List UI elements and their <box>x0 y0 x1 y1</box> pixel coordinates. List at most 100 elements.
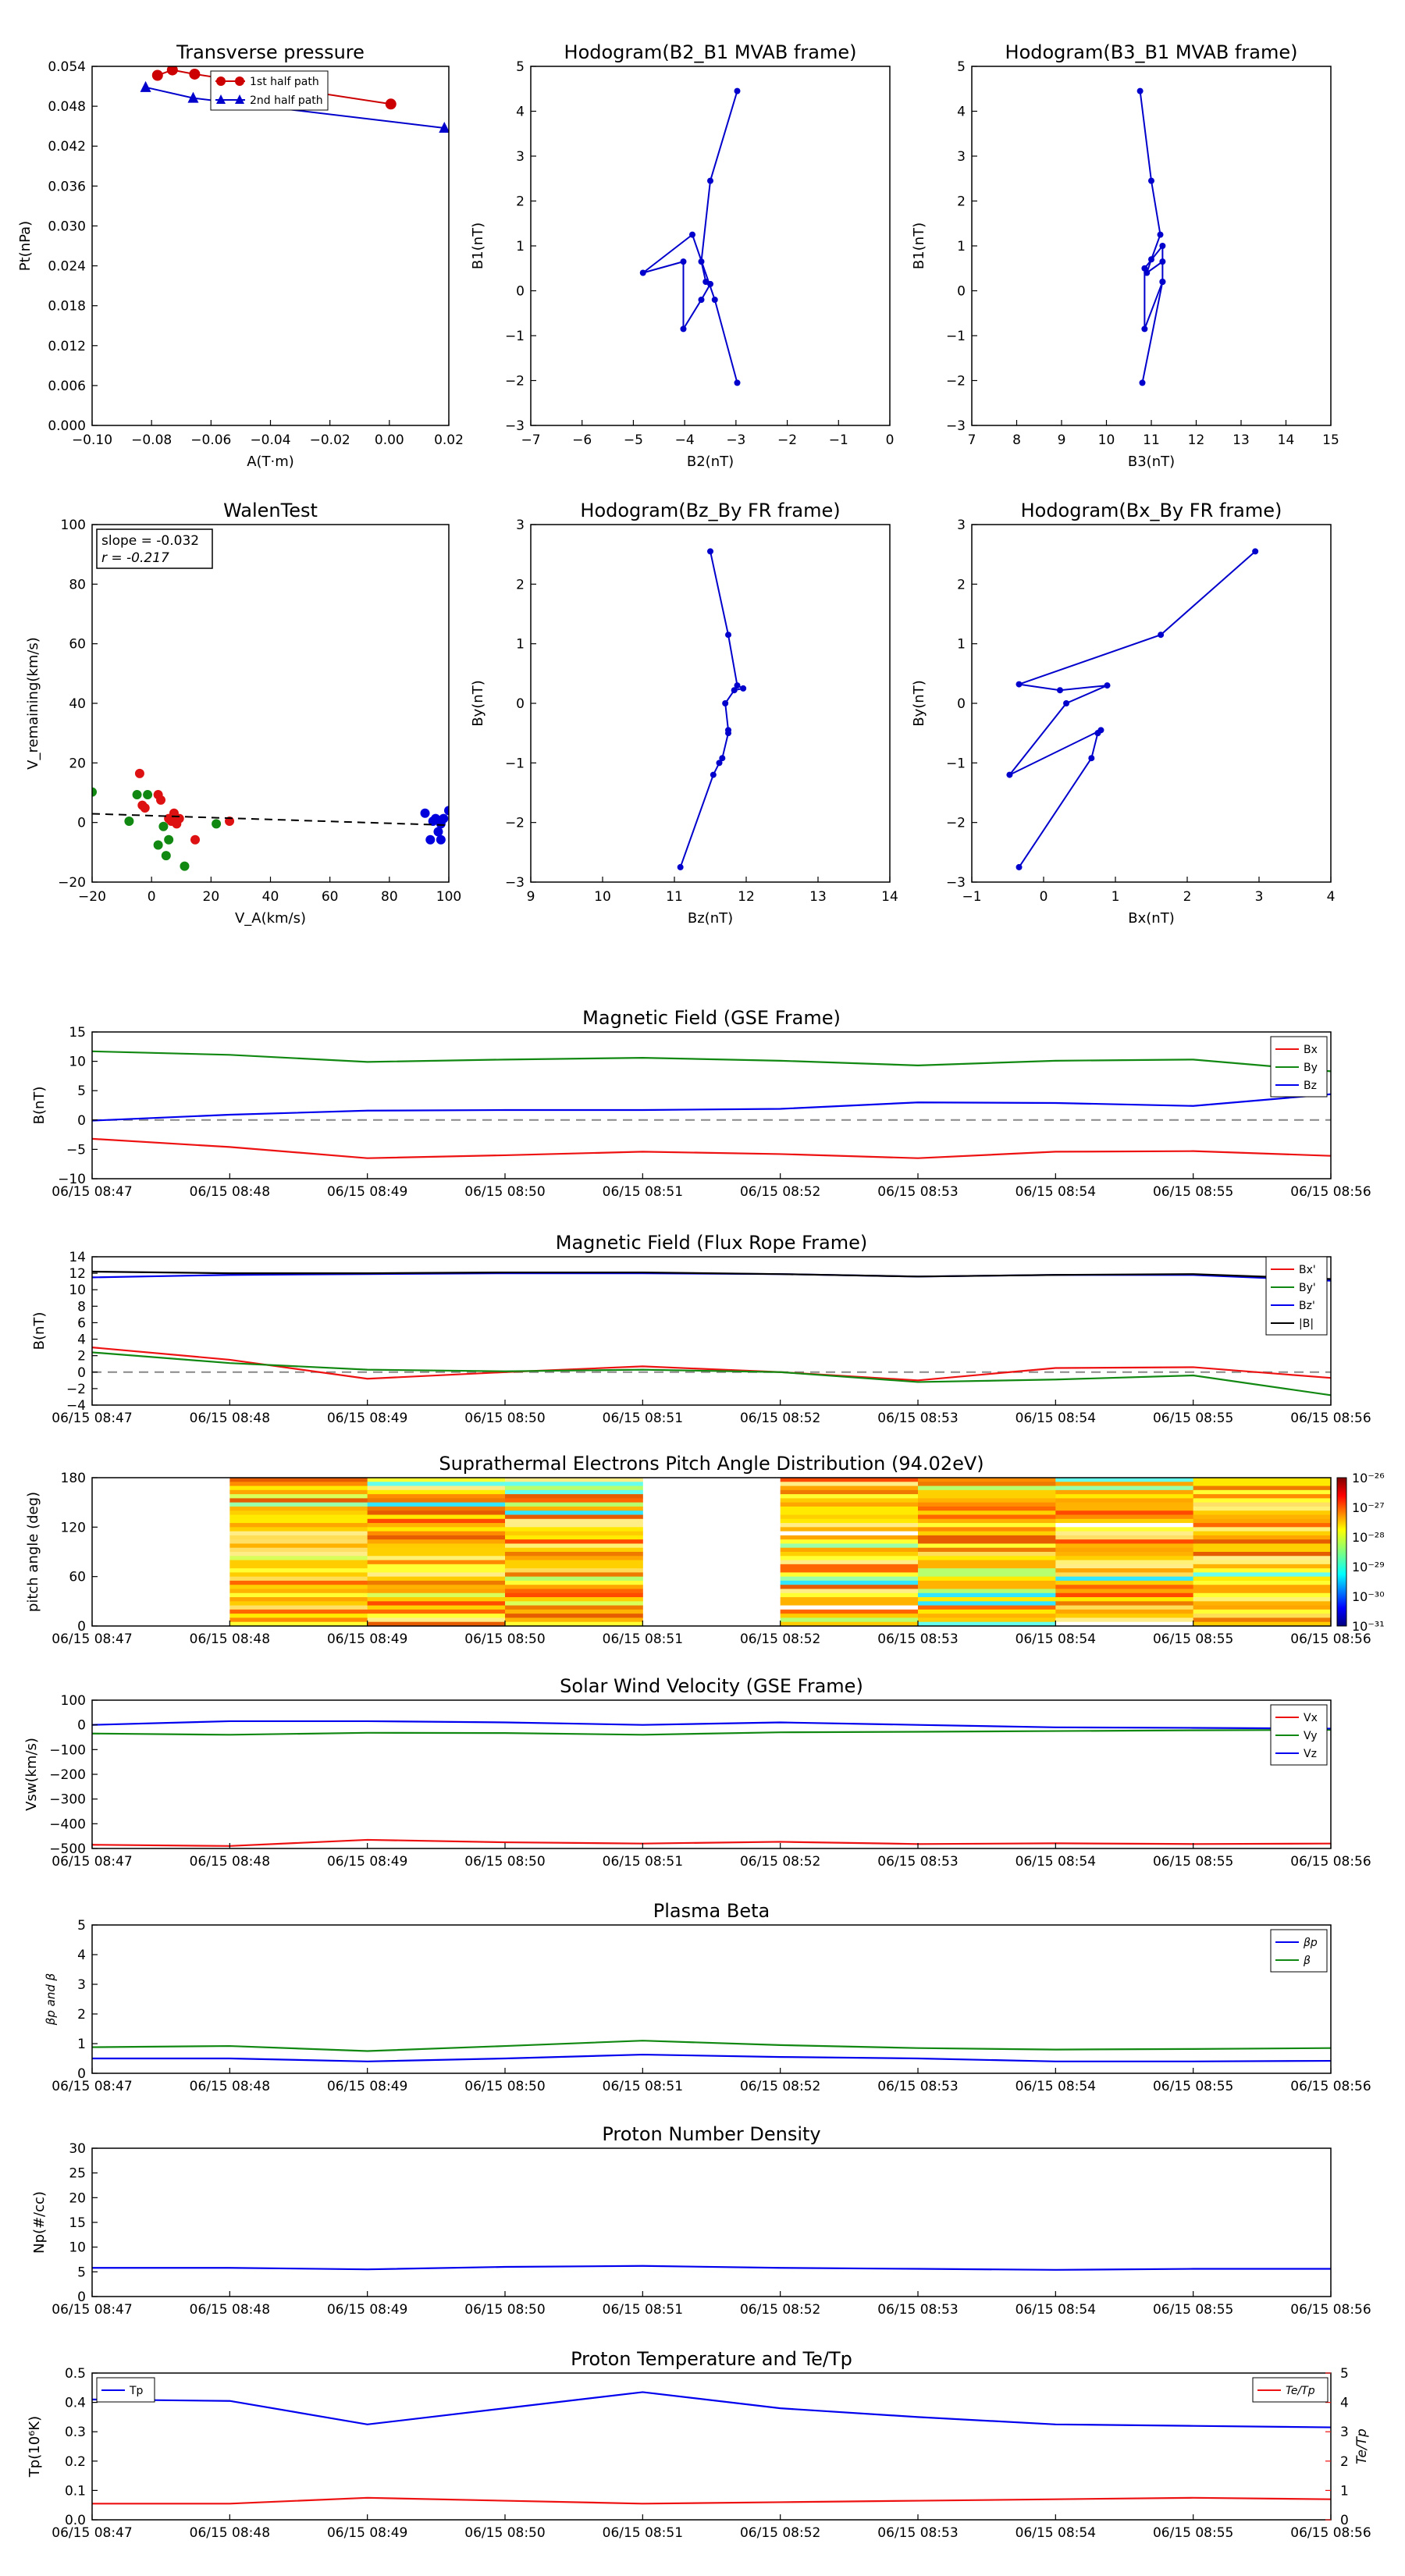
heatmap-cell <box>505 1556 643 1561</box>
heatmap-cell <box>918 1502 1056 1507</box>
heatmap-cell <box>780 1489 919 1495</box>
y-tick-label: 1 <box>957 637 966 653</box>
heatmap-cell <box>1193 1592 1332 1598</box>
time-tick-label: 06/15 08:54 <box>1016 1854 1096 1870</box>
y-tick-label: 5 <box>77 2265 86 2280</box>
heatmap-cell <box>229 1502 368 1507</box>
data-point <box>212 819 222 829</box>
heatmap-cell <box>229 1601 368 1606</box>
series-line <box>92 1347 1331 1382</box>
heatmap-cell <box>505 1601 643 1606</box>
time-tick-label: 06/15 08:51 <box>603 1631 683 1647</box>
chart-title: Hodogram(Bx_By FR frame) <box>1021 500 1282 521</box>
heatmap-cell <box>918 1568 1056 1573</box>
panel-beta: Plasma Beta 06/15 08:47 06/15 08:48 06/15 0… <box>44 1900 1371 2094</box>
data-point <box>187 91 199 103</box>
data-point <box>719 755 726 762</box>
heatmap-cell <box>1193 1506 1332 1511</box>
colorbar-tick-label: 10⁻²⁸ <box>1352 1530 1385 1545</box>
axes-frame <box>91 1924 1332 2074</box>
panel-h2: Hodogram(B3_B1 MVAB frame)7 8 9 10 11 12 13 14 1… <box>911 41 1339 470</box>
plot-area <box>92 2265 1331 2271</box>
panel-h4: Hodogram(Bx_By FR frame) −1 0 1 2 3 4 −3 −2 −1 0 1 2… <box>911 500 1335 927</box>
heatmap-cell <box>1055 1547 1194 1553</box>
data-point <box>1158 632 1165 639</box>
time-tick-label: 06/15 08:50 <box>464 1854 545 1870</box>
fit-line <box>92 813 449 827</box>
x-tick-label: −0.08 <box>131 432 172 448</box>
y-tick-label: 5 <box>516 59 525 75</box>
y-tick-label: 3 <box>516 518 525 533</box>
heatmap-cell <box>505 1506 643 1511</box>
x-tick-label: 12 <box>738 889 755 905</box>
data-point <box>439 121 449 133</box>
heatmap-cell <box>505 1609 643 1614</box>
x-tick-label: 0 <box>886 432 895 448</box>
legend-marker <box>216 76 226 86</box>
heatmap-cell <box>367 1621 506 1627</box>
heatmap-cell <box>918 1564 1056 1569</box>
heatmap-cell <box>1055 1535 1194 1540</box>
x-tick-label: 13 <box>1232 432 1250 448</box>
legend-box <box>1270 1929 1328 1973</box>
heatmap-cell <box>367 1535 506 1540</box>
data-point <box>1006 771 1013 778</box>
heatmap-cell <box>229 1576 368 1582</box>
heatmap-cell <box>229 1478 368 1482</box>
heatmap-cell <box>1055 1609 1194 1614</box>
heatmap-cell <box>780 1485 919 1491</box>
data-point <box>680 258 687 265</box>
y-tick-label-right: 1 <box>1340 2483 1349 2499</box>
x-tick-label: 20 <box>203 889 220 905</box>
heatmap-cell <box>229 1589 368 1594</box>
heatmap-cell <box>1193 1523 1332 1528</box>
time-tick-label: 06/15 08:53 <box>877 1184 958 1200</box>
time-tick-label: 06/15 08:55 <box>1153 2525 1233 2541</box>
y-tick-label: −1 <box>505 329 525 344</box>
plot-area <box>92 1050 1331 1159</box>
heatmap-cell <box>229 1531 368 1536</box>
data-point <box>1141 265 1148 272</box>
heatmap-cell <box>780 1539 919 1544</box>
heatmap-cell <box>367 1514 506 1520</box>
y-tick-label: 2 <box>957 577 966 592</box>
heatmap-cell <box>918 1506 1056 1511</box>
heatmap-cell <box>229 1585 368 1589</box>
data-point <box>1141 326 1148 333</box>
time-tick-label: 06/15 08:53 <box>877 2525 958 2541</box>
time-tick-label: 06/15 08:55 <box>1153 1631 1233 1647</box>
y-tick-label: −3 <box>946 875 966 891</box>
axes-frame <box>91 1699 1332 1849</box>
y-tick-label: 4 <box>77 1948 86 1963</box>
legend-label: Bx <box>1304 1044 1318 1056</box>
time-tick-label: 06/15 08:56 <box>1290 2079 1371 2094</box>
data-point <box>722 700 729 706</box>
series-line <box>92 2040 1331 2052</box>
y-axis-label: B1(nT) <box>470 222 486 269</box>
x-tick-label: −0.04 <box>250 432 290 448</box>
data-point <box>707 177 713 184</box>
y-tick-label: 12 <box>69 1266 86 1282</box>
heatmap-cell <box>367 1601 506 1606</box>
heatmap-cell <box>229 1489 368 1495</box>
time-tick-label: 06/15 08:49 <box>327 1184 407 1200</box>
heatmap-cell <box>229 1535 368 1540</box>
heatmap-cell <box>505 1494 643 1499</box>
heatmap-cell <box>505 1617 643 1623</box>
legend-label: β <box>1303 1955 1311 1967</box>
heatmap-cell <box>1193 1527 1332 1532</box>
y-tick-label: 0 <box>77 2066 86 2082</box>
colorbar-tick-label: 10⁻²⁷ <box>1352 1500 1385 1515</box>
data-point <box>156 795 166 805</box>
heatmap-cell <box>367 1614 506 1618</box>
heatmap-cell <box>505 1518 643 1524</box>
annotation-r: r = -0.217 <box>101 550 169 566</box>
heatmap-cell <box>367 1502 506 1507</box>
x-tick-label: 0.00 <box>375 432 404 448</box>
axes-frame <box>91 2147 1332 2297</box>
data-point <box>1094 730 1101 737</box>
panel-vsw: Solar Wind Velocity (GSE Frame) 06/15 08:… <box>23 1675 1371 1870</box>
heatmap-cell <box>1055 1478 1194 1482</box>
legend-label: Te/Tp <box>1286 2385 1315 2397</box>
